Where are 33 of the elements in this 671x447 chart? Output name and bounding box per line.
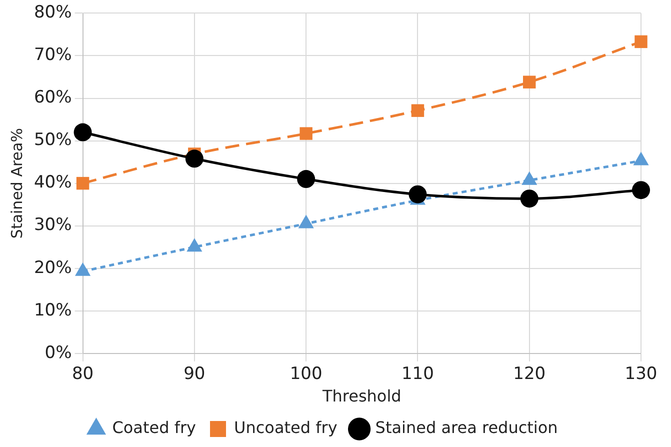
y-tick-label: 70% [34, 45, 72, 66]
x-tick-label: 130 [624, 364, 658, 384]
y-tick-label: 50% [34, 130, 72, 150]
y-tick-label: 0% [44, 342, 72, 363]
point [300, 127, 312, 140]
point [298, 214, 314, 228]
point [522, 76, 536, 88]
point [74, 123, 92, 142]
point [520, 190, 538, 208]
point [185, 150, 204, 168]
x-tick-label: 120 [513, 364, 546, 384]
point [632, 181, 650, 200]
point [634, 35, 648, 48]
x-tick-label: 90 [184, 364, 206, 384]
y-tick-label: 30% [34, 215, 72, 236]
y-tick-label: 40% [34, 172, 72, 193]
legend-label: Stained area reduction [375, 418, 558, 438]
y-tick-label: 60% [34, 88, 72, 108]
x-tick-label: 100 [290, 364, 322, 384]
point [411, 104, 424, 117]
point [297, 170, 316, 188]
point [408, 185, 427, 204]
legend-label: Uncoated fry [234, 418, 338, 438]
point [74, 262, 91, 276]
legend-label: Coated fry [112, 418, 196, 438]
y-axis-title: Stained Area% [8, 128, 26, 239]
point [186, 238, 202, 252]
y-tick-label: 20% [34, 258, 72, 278]
y-tick-label: 80% [34, 2, 72, 23]
x-axis-title: Threshold [321, 386, 402, 406]
x-tick-label: 80 [72, 364, 94, 384]
x-tick-label: 110 [401, 364, 434, 384]
y-tick-label: 10% [34, 300, 72, 320]
